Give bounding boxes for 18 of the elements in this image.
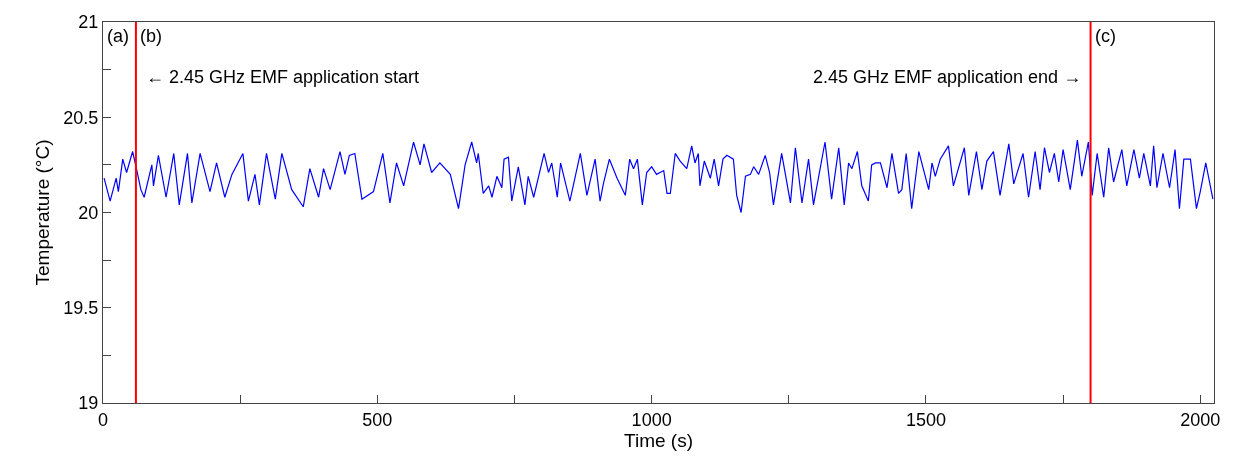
y-axis-title: Temperature (°C) [32,139,54,286]
y-tick-label: 20.5 [63,107,99,128]
ref-line-label: (c) [1095,26,1116,46]
annotation: 2.45 GHz EMF application end → [813,67,1082,87]
y-tick-label: 21 [78,12,99,33]
y-tick-label: 20 [78,202,99,223]
x-tick-label: 500 [362,409,393,430]
x-tick-label: 0 [97,409,109,430]
x-tick-label: 1000 [631,409,672,430]
y-tick-label: 19 [78,393,99,414]
x-axis-title: Time (s) [624,429,693,451]
x-tick-label: 1500 [905,409,946,430]
line-series [103,139,1214,214]
ref-line-label: (b) [140,26,162,46]
annotation: ← 2.45 GHz EMF application start [146,67,420,87]
annotation: (a) [107,26,129,46]
x-tick-label: 2000 [1180,409,1221,430]
y-tick-label: 19.5 [63,298,99,319]
